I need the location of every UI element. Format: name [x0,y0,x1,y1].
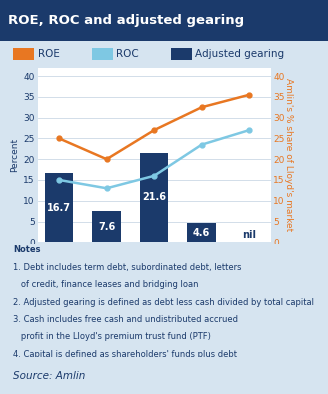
Text: ROC: ROC [116,49,139,59]
Text: 16.7: 16.7 [47,203,71,213]
Text: 1. Debt includes term debt, subordinated debt, letters: 1. Debt includes term debt, subordinated… [13,263,241,272]
Text: ROE, ROC and adjusted gearing: ROE, ROC and adjusted gearing [8,14,244,27]
Bar [92,48,113,60]
Bar [187,223,216,242]
Bar [45,173,73,242]
Bar [13,48,34,60]
Text: nil: nil [242,230,256,240]
Text: ROE: ROE [38,49,60,59]
Text: Adjusted gearing: Adjusted gearing [195,49,284,59]
Bar [92,211,121,242]
Bar [171,48,192,60]
Text: 4.6: 4.6 [193,228,210,238]
Bar [140,152,168,242]
Text: 2. Adjusted gearing is defined as debt less cash divided by total capital: 2. Adjusted gearing is defined as debt l… [13,297,314,307]
Text: of credit, finance leases and bridging loan: of credit, finance leases and bridging l… [13,280,198,289]
Y-axis label: Amlin's % share of Lloyd's market: Amlin's % share of Lloyd's market [284,78,293,232]
Text: 7.6: 7.6 [98,221,115,232]
Y-axis label: Percent: Percent [10,138,19,172]
Text: Source: Amlin: Source: Amlin [13,372,85,381]
Text: 4. Capital is defined as shareholders' funds plus debt: 4. Capital is defined as shareholders' f… [13,350,237,359]
Text: profit in the Lloyd's premium trust fund (PTF): profit in the Lloyd's premium trust fund… [13,333,211,342]
Text: 21.6: 21.6 [142,192,166,203]
Text: 3. Cash includes free cash and undistributed accrued: 3. Cash includes free cash and undistrib… [13,315,238,324]
Text: Notes: Notes [13,245,41,255]
